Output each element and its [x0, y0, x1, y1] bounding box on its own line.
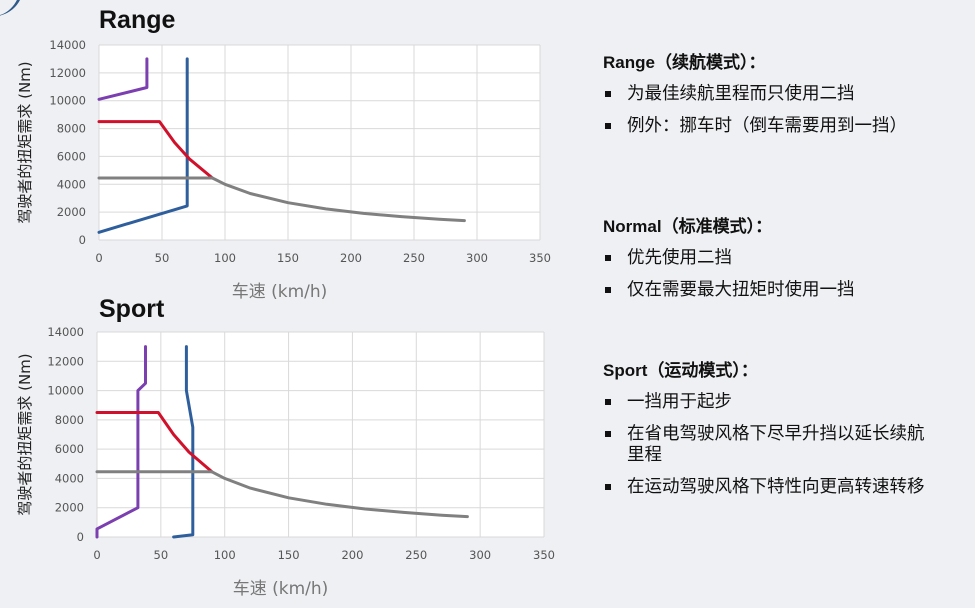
y-tick-label: 14000 — [49, 38, 86, 52]
list-item: 优先使用二挡 — [603, 247, 963, 268]
x-tick-label: 50 — [155, 251, 170, 265]
x-tick-label: 150 — [278, 548, 300, 562]
x-tick-label: 300 — [469, 548, 491, 562]
y-tick-label: 0 — [77, 530, 84, 544]
plot-area — [97, 332, 544, 537]
list-item: 在运动驾驶风格下特性向更高转速转移 — [603, 476, 938, 497]
x-tick-label: 200 — [341, 548, 363, 562]
y-tick-label: 10000 — [49, 94, 86, 108]
x-axis-label: 车速 (km/h) — [233, 579, 329, 599]
panel-list: 优先使用二挡 仅在需要最大扭矩时使用一挡 — [603, 247, 963, 300]
panel-title: Sport（运动模式）： — [603, 361, 758, 380]
panel-list: 为最佳续航里程而只使用二挡 例外：挪车时（倒车需要用到一挡） — [603, 83, 963, 136]
y-tick-label: 0 — [79, 233, 86, 247]
y-tick-label: 8000 — [57, 122, 86, 136]
panel-title: Range（续航模式）： — [603, 53, 766, 72]
series-line-3 — [97, 176, 466, 223]
y-tick-label: 4000 — [55, 471, 84, 485]
series-line-2 — [95, 411, 214, 474]
x-tick-label: 100 — [214, 251, 236, 265]
panel-sport: Sport（运动模式）： 一挡用于起步 在省电驾驶风格下尽早升挡以延长续航里程 … — [603, 356, 938, 508]
x-tick-label: 250 — [403, 251, 425, 265]
y-axis-label: 驾驶者的扭矩需求 (Nm) — [16, 61, 34, 223]
y-tick-label: 10000 — [47, 384, 84, 398]
series-line-1 — [172, 345, 195, 539]
chart-range: 0 2000 4000 6000 8000 10000 12000 14000 0 50 100 15… — [16, 38, 551, 302]
x-tick-label: 0 — [95, 251, 102, 265]
x-tick-label: 50 — [154, 548, 169, 562]
plot-area — [99, 45, 540, 240]
y-tick-label: 6000 — [57, 149, 86, 163]
x-axis-label: 车速 (km/h) — [232, 282, 328, 302]
x-tick-label: 200 — [340, 251, 362, 265]
panel-range: Range（续航模式）： 为最佳续航里程而只使用二挡 例外：挪车时（倒车需要用到… — [603, 48, 963, 147]
y-tick-label: 12000 — [49, 66, 86, 80]
list-item: 例外：挪车时（倒车需要用到一挡） — [603, 115, 963, 136]
series-line-2 — [97, 120, 214, 180]
series-line-1 — [97, 57, 189, 234]
list-item: 仅在需要最大扭矩时使用一挡 — [603, 279, 963, 300]
y-tick-label: 6000 — [55, 442, 84, 456]
list-item: 一挡用于起步 — [603, 391, 938, 412]
series-line-0 — [97, 57, 149, 101]
chart-title-sport: Sport — [99, 295, 165, 323]
y-tick-label: 2000 — [55, 501, 84, 515]
x-tick-label: 100 — [214, 548, 236, 562]
panel-list: 一挡用于起步 在省电驾驶风格下尽早升挡以延长续航里程 在运动驾驶风格下特性向更高… — [603, 391, 938, 497]
panel-normal: Normal（标准模式）： 优先使用二挡 仅在需要最大扭矩时使用一挡 — [603, 212, 963, 311]
panel-title: Normal（标准模式）： — [603, 217, 773, 236]
chart-title-range: Range — [99, 6, 176, 34]
list-item: 为最佳续航里程而只使用二挡 — [603, 83, 963, 104]
x-tick-label: 0 — [93, 548, 100, 562]
chart-sport: 0 2000 4000 6000 8000 10000 12000 14000 0 50 100 15… — [16, 325, 555, 599]
x-tick-label: 350 — [529, 251, 551, 265]
y-axis-label: 驾驶者的扭矩需求 (Nm) — [16, 353, 34, 515]
x-tick-label: 250 — [405, 548, 427, 562]
x-tick-label: 300 — [466, 251, 488, 265]
list-item: 在省电驾驶风格下尽早升挡以延长续航里程 — [603, 423, 938, 465]
y-tick-label: 2000 — [57, 205, 86, 219]
y-tick-label: 14000 — [47, 325, 84, 339]
series-line-0 — [95, 345, 147, 539]
x-tick-label: 350 — [533, 548, 555, 562]
x-tick-label: 150 — [277, 251, 299, 265]
y-tick-label: 8000 — [55, 413, 84, 427]
series-line-3 — [95, 470, 469, 519]
y-tick-label: 12000 — [47, 354, 84, 368]
y-tick-label: 4000 — [57, 177, 86, 191]
